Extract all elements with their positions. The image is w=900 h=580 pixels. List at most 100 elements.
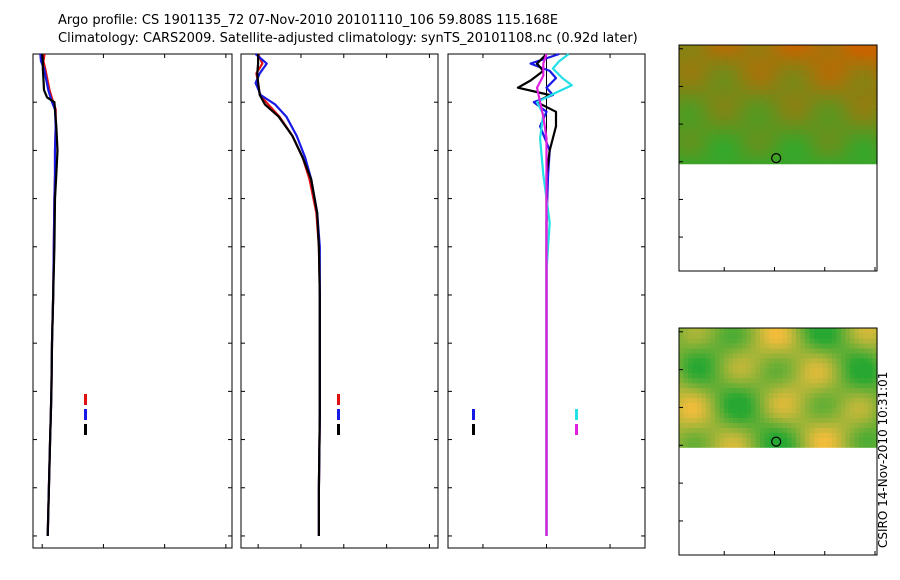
sst-map-cell [742, 109, 748, 115]
sst-map-cell [787, 109, 793, 115]
sla-map-cell [854, 372, 860, 379]
sla-map-cell [827, 377, 833, 384]
sst-map-cell [679, 124, 685, 130]
sst-map-cell [850, 89, 856, 96]
sla-map-cell [728, 337, 734, 344]
sst-map-cell [755, 49, 761, 56]
sla-map-cell [773, 337, 779, 344]
sla-map-cell [724, 362, 730, 369]
sla-map-cell [868, 407, 874, 414]
sst-map-cell [683, 148, 689, 155]
sst-map-cell [836, 104, 842, 110]
sla-map-cell [715, 442, 721, 448]
sla-map-cell [760, 337, 766, 344]
sst-map-cell [796, 114, 802, 120]
sla-map-cell [688, 397, 694, 404]
sla-map-cell [868, 432, 874, 438]
sst-map-cell [778, 119, 784, 125]
sst-map-cell [715, 119, 721, 125]
sla-map-cell [800, 427, 806, 433]
sla-map-cell [814, 382, 820, 389]
sst-map-cell [845, 84, 851, 91]
sla-map-cell [841, 392, 847, 399]
sla-map-cell [868, 422, 874, 428]
sst-map-cell [827, 138, 833, 145]
sst-map-cell [746, 114, 752, 120]
sst-map-cell [850, 49, 856, 56]
sla-map-cell [755, 382, 761, 389]
sst-map-cell [755, 143, 761, 150]
sla-map-cell [715, 387, 721, 394]
sst-map-cell [742, 79, 748, 86]
sst-map-cell [827, 129, 833, 135]
sst-map-cell [760, 148, 766, 155]
sla-map-cell [683, 352, 689, 359]
sst-map-cell [769, 143, 775, 150]
sla-map-cell [854, 387, 860, 394]
sst-map-cell [710, 114, 716, 120]
sla-map-cell [845, 407, 851, 414]
sst-map-cell [859, 129, 865, 135]
sst-map-cell [742, 148, 748, 155]
sla-map-cell [715, 347, 721, 354]
sla-map-cell [805, 407, 811, 414]
sst-map-cell [773, 143, 779, 150]
sla-map-cell [845, 328, 851, 334]
sla-map-cell [859, 397, 865, 404]
sst-map-cell [805, 69, 811, 76]
sst-map-cell [719, 64, 725, 71]
sla-map-cell [706, 407, 712, 414]
sst-map-cell [872, 99, 878, 105]
sla-map-cell [872, 392, 878, 399]
sst-map-cell [715, 158, 721, 165]
sst-map-cell [737, 59, 743, 66]
sst-map-cell [832, 143, 838, 150]
sla-map-cell [827, 342, 833, 349]
sla-map-cell [764, 367, 770, 374]
sla-map-cell [755, 437, 761, 443]
sst-map-cell [706, 104, 712, 110]
sst-map-cell [719, 49, 725, 56]
sst-map-cell [787, 64, 793, 71]
sst-map-cell [706, 148, 712, 155]
sla-map-cell [868, 387, 874, 394]
sla-map-cell [755, 422, 761, 428]
sst-map-cell [854, 69, 860, 76]
sst-map-cell [715, 64, 721, 71]
sla-map-cell [782, 437, 788, 443]
sst-map-cell [697, 79, 703, 86]
sst-map-cell [796, 69, 802, 76]
sst-map-cell [764, 153, 770, 160]
sla-map-cell [769, 362, 775, 369]
sla-map-cell [800, 382, 806, 389]
sla-map-cell [683, 427, 689, 433]
sst-map-cell [701, 94, 707, 100]
sla-map-cell [841, 377, 847, 384]
sst-map-cell [787, 94, 793, 100]
sla-map-cell [692, 382, 698, 389]
sla-map-cell [706, 372, 712, 379]
sla-map-cell [850, 328, 856, 334]
sla-map-cell [872, 362, 878, 369]
sla-map-cell [800, 352, 806, 359]
sla-map-cell [859, 402, 865, 409]
sst-map-cell [764, 143, 770, 150]
sla-map-cell [697, 412, 703, 418]
sst-map-cell [746, 49, 752, 56]
sst-map-cell [814, 49, 820, 56]
sst-map-cell [692, 99, 698, 105]
sla-map-cell [706, 397, 712, 404]
sst-map-cell [728, 119, 734, 125]
sst-map-cell [679, 54, 685, 61]
sla-map-cell [818, 328, 824, 334]
sla-map-cell [796, 328, 802, 334]
sla-map-cell [742, 342, 748, 349]
sst-map-cell [683, 64, 689, 71]
sst-map-cell [733, 153, 739, 160]
sla-map-cell [679, 328, 685, 334]
sla-map-cell [868, 442, 874, 448]
sla-map-cell [778, 342, 784, 349]
sla-map-cell [724, 392, 730, 399]
sla-map-cell [760, 407, 766, 414]
sla-map-cell [782, 387, 788, 394]
